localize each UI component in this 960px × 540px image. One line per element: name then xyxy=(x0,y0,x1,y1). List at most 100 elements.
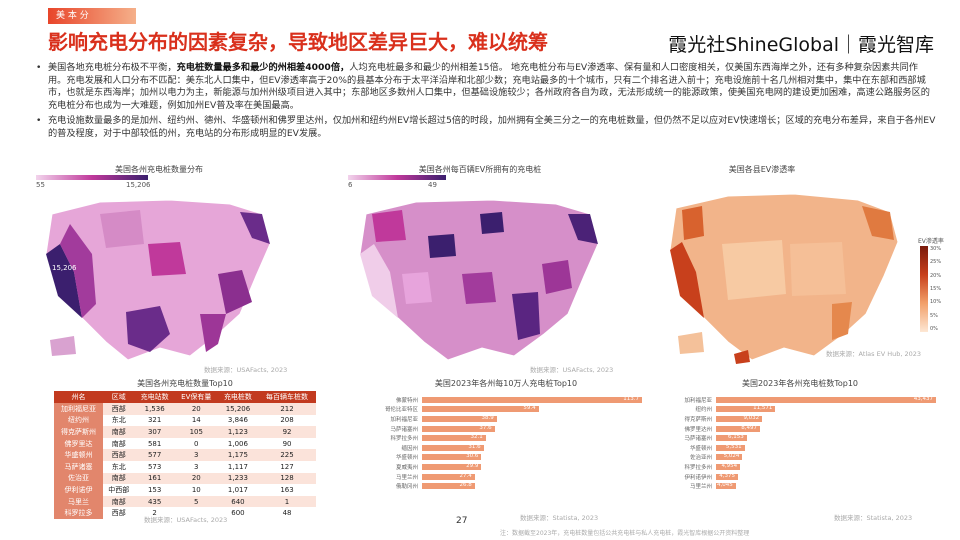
bar-value-label: 59.4 xyxy=(523,405,536,412)
table-cell: 1,175 xyxy=(217,449,259,461)
bar: 59.4 xyxy=(422,405,539,413)
us-map-chargers: 15,206 xyxy=(45,199,271,361)
bar-label: 佛蒙特州 xyxy=(395,397,418,404)
map-source: 数据来源：USAFacts, 2023 xyxy=(530,366,614,374)
map-title: 美国各县EV渗透率 xyxy=(728,165,796,174)
table-cell: 南部 xyxy=(111,439,126,448)
bar-list: 加利福尼亚 43,437 纽约州 11,571 得克萨斯州 9,032 佛罗里达州 8,497… xyxy=(664,395,936,491)
bar: 29.9 xyxy=(422,462,482,470)
bar-row: 马里兰州 27.4 xyxy=(370,472,642,482)
bar-value-label: 26.8 xyxy=(459,482,472,489)
table-cell: 212 xyxy=(258,403,316,415)
bar-chart-source: 数据来源：Statista, 2023 xyxy=(520,514,599,522)
table-row: 马萨诸塞 东北 573 3 1,117 127 xyxy=(54,460,316,473)
bar-label: 哥伦比亚特区 xyxy=(384,407,418,414)
bar-row: 夏威夷州 29.9 xyxy=(370,462,642,472)
table-cell: 640 xyxy=(217,495,259,508)
bar-chart-per-100k: 美国2023年各州每10万人充电桩Top10 佛蒙特州 113.7 哥伦比亚特区 59… xyxy=(370,378,642,522)
bar-value-label: 113.7 xyxy=(623,395,639,402)
bar-row: 加利福尼亚 43,437 xyxy=(664,395,936,405)
table-cell: 得克萨斯州 xyxy=(54,426,104,438)
table-cell: 90 xyxy=(282,439,292,448)
table-cell: 1,006 xyxy=(227,439,248,448)
table-cell: 佐治亚 xyxy=(54,472,104,485)
table-cell: 1,536 xyxy=(134,403,175,415)
table-cell: 14 xyxy=(191,416,201,425)
table-cell: 161 xyxy=(134,472,175,485)
table-cell: 127 xyxy=(280,462,294,471)
table-row: 马里兰 南部 435 5 640 1 xyxy=(54,495,316,508)
bar-label: 缅因州 xyxy=(401,445,418,452)
bar: 32.1 xyxy=(422,434,486,442)
table-row: 伊利诺伊 中西部 153 10 1,017 163 xyxy=(54,484,316,496)
map-panel-ev-penetration: 美国各县EV渗透率 EV渗透率 30% 25% 20% 15% 10% 5% 0… xyxy=(662,164,944,374)
table-header-cell: EV保有量 xyxy=(174,391,218,403)
table-cell: 15,206 xyxy=(217,403,259,415)
table-cell: 0 xyxy=(194,439,199,448)
table-cell: 华盛顿州 xyxy=(54,449,104,461)
bar: 4,375 xyxy=(716,473,738,480)
bar-value-label: 30.6 xyxy=(466,453,479,460)
bar-row: 佛罗里达州 8,497 xyxy=(664,424,936,434)
table-row: 华盛顿州 西部 577 3 1,175 225 xyxy=(54,449,316,461)
paragraph-2: 充电设施数量最多的是加州、纽约州、德州、华盛顿州和佛罗里达州，仅加州和纽约州EV… xyxy=(36,115,936,140)
bar-label: 马里兰州 xyxy=(689,484,712,491)
table-cell: 153 xyxy=(147,485,162,494)
legend-min: 6 xyxy=(348,181,353,189)
bar-row: 马萨诸塞州 37.6 xyxy=(370,424,642,434)
table-cell: 南部 xyxy=(103,426,135,438)
table-row: 科罗拉多 西部 2 600 48 xyxy=(54,507,316,519)
bar-label: 科罗拉多州 xyxy=(684,464,712,471)
bar-label: 佛罗里达州 xyxy=(684,426,712,433)
us-map-county-ev xyxy=(669,193,899,364)
bar-row: 缅因州 31.6 xyxy=(370,443,642,453)
table-cell: 20 xyxy=(174,472,218,485)
bar-value-label: 6,153 xyxy=(728,434,744,441)
bar-label: 纽约州 xyxy=(695,407,712,414)
bar: 11,571 xyxy=(716,405,776,413)
map-callout: 15,206 xyxy=(52,264,77,272)
table-cell: 1 xyxy=(258,495,316,508)
table-cell: 加利福尼亚 xyxy=(54,403,104,415)
section-tag: 美 本 分 xyxy=(48,8,136,24)
table-cell: 577 xyxy=(134,449,175,461)
table-cell: 20 xyxy=(174,403,218,415)
legend-ticks: 30% 25% 20% 15% 10% 5% 0% xyxy=(930,246,942,332)
bar-label: 伊利诺伊州 xyxy=(684,474,712,481)
bar-value-label: 31.6 xyxy=(468,443,481,450)
brand-logo-text: 霞光社ShineGlobal｜霞光智库 xyxy=(668,34,934,56)
bar-row: 佛蒙特州 113.7 xyxy=(370,395,642,405)
bar-label: 华盛顿州 xyxy=(395,455,418,462)
bar: 5,531 xyxy=(716,443,745,451)
table-cell: 伊利诺伊 xyxy=(54,484,104,496)
bar: 43,437 xyxy=(716,396,936,403)
table-cell: 1,233 xyxy=(217,472,259,485)
bar-value-label: 29.9 xyxy=(466,462,479,469)
bar-label: 佐治亚州 xyxy=(689,455,712,462)
bar: 5,024 xyxy=(716,453,743,461)
bar-value-label: 5,024 xyxy=(723,453,740,460)
bar-value-label: 32.1 xyxy=(470,434,483,441)
table-body: 加利福尼亚 西部 1,536 20 15,206 212 纽约州 东北 321 14 3,846 20… xyxy=(54,403,316,519)
table-cell: 225 xyxy=(258,449,316,461)
page-title: 影响充电分布的因素复杂，导致地区差异巨大，难以统筹 xyxy=(48,30,548,54)
table-row: 得克萨斯州 南部 307 105 1,123 92 xyxy=(54,426,316,438)
top10-table-panel: 美国各州充电桩数量Top10 州名 区域 充电站数 EV保有量 充电桩数 每百辆车桩数 加… xyxy=(54,378,316,524)
bar-value-label: 11,571 xyxy=(753,405,773,412)
table-cell: 科罗拉多 xyxy=(54,507,104,519)
bar-row: 科罗拉多州 32.1 xyxy=(370,433,642,443)
bar-label: 俄勒冈州 xyxy=(395,484,418,491)
map-title: 美国各州每百辆EV所拥有的充电桩 xyxy=(418,165,542,174)
bar-row: 伊利诺伊州 4,375 xyxy=(664,472,936,482)
bar-row: 得克萨斯州 9,032 xyxy=(664,414,936,424)
table-cell: 南部 xyxy=(103,472,135,485)
bar-value-label: 5,531 xyxy=(725,443,742,450)
table-cell: 10 xyxy=(191,485,201,494)
map-title: 美国各州充电桩数量分布 xyxy=(115,165,203,174)
table-cell: 3 xyxy=(174,449,218,461)
bar: 113.7 xyxy=(422,395,642,403)
table-row: 佛罗里达 南部 581 0 1,006 90 xyxy=(54,437,316,450)
table-title: 美国各州充电桩数量Top10 xyxy=(137,379,233,388)
table-cell: 435 xyxy=(134,495,175,508)
bar-value-label: 38.9 xyxy=(481,414,494,421)
